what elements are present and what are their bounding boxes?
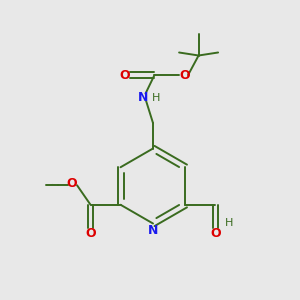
Text: N: N [148,224,158,237]
Text: O: O [119,68,130,82]
Text: O: O [210,227,221,240]
Text: methyl: methyl [51,183,56,184]
Text: H: H [152,92,160,103]
Text: N: N [138,91,148,104]
Text: O: O [67,177,77,190]
Text: O: O [85,227,96,240]
Text: H: H [224,218,233,228]
Text: O: O [179,68,190,82]
